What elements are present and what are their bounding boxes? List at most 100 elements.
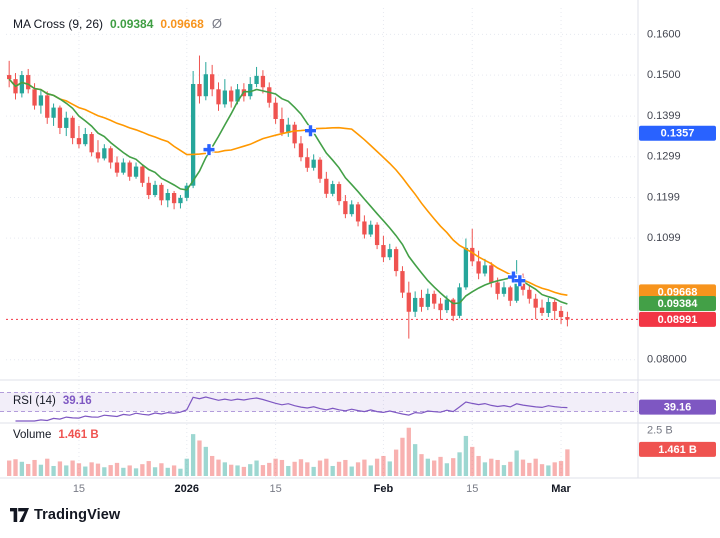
candle-body <box>216 89 221 105</box>
candle-body <box>83 134 88 145</box>
candle-body <box>349 204 354 215</box>
candle-body <box>57 107 63 128</box>
price-axis-label[interactable]: 0.1099 <box>647 232 681 244</box>
candle-body <box>419 297 424 307</box>
volume-badge <box>639 441 716 457</box>
volume-bar <box>260 465 266 476</box>
candle-body <box>470 247 475 262</box>
volume-bar <box>368 465 373 476</box>
candle-body <box>406 292 411 312</box>
volume-bar <box>565 449 570 476</box>
time-axis-label[interactable]: 15 <box>269 483 281 495</box>
volume-bar <box>552 462 557 476</box>
candle-body <box>121 162 126 173</box>
candle-body <box>229 90 234 102</box>
time-axis-label[interactable]: 15 <box>466 483 478 495</box>
candle-body <box>298 143 304 158</box>
price-axis-label[interactable]: 0.1500 <box>647 69 681 81</box>
rsi-legend[interactable]: RSI (14) 39.16 <box>13 395 92 408</box>
price-badge <box>639 284 716 300</box>
candle-body <box>508 287 513 301</box>
candle-body <box>210 74 215 90</box>
candle-body <box>260 75 266 88</box>
volume-bar <box>311 466 316 476</box>
rsi-title: RSI (14) <box>13 395 56 407</box>
candle-body <box>317 159 323 179</box>
candle-body <box>533 298 538 308</box>
volume-bar <box>305 462 310 476</box>
candle-body <box>381 245 386 258</box>
volume-bar <box>343 459 348 476</box>
volume-bar <box>108 465 113 476</box>
price-axis-label[interactable]: 0.08000 <box>647 354 687 366</box>
volume-bar <box>292 461 297 476</box>
candle-body <box>501 287 507 294</box>
volume-bar <box>419 454 424 476</box>
candle-body <box>362 221 367 235</box>
volume-bar <box>470 446 475 476</box>
volume-bar <box>146 461 151 476</box>
candle-body <box>286 124 291 133</box>
candle-body <box>64 117 69 128</box>
price-badge <box>639 311 716 327</box>
ma-cross-marker <box>514 275 526 287</box>
volume-legend[interactable]: Volume 1.461 B <box>13 429 99 442</box>
time-axis-label[interactable]: 15 <box>73 483 85 495</box>
tradingview-logo[interactable]: TradingView <box>10 507 120 523</box>
candle-body <box>133 166 139 177</box>
candle-body <box>70 117 75 139</box>
candle-body <box>387 249 392 258</box>
candle-body <box>165 193 170 201</box>
volume-bar <box>432 460 437 476</box>
candle-body <box>343 201 348 215</box>
volume-bar <box>178 468 183 476</box>
volume-bar <box>393 449 399 476</box>
volume-bar <box>45 458 50 476</box>
volume-bar <box>527 462 532 476</box>
candle-body <box>292 124 297 144</box>
ma-cross-marker <box>304 125 316 137</box>
candle-body <box>203 74 208 97</box>
time-axis-label[interactable]: Mar <box>551 483 571 495</box>
volume-bar <box>298 459 304 476</box>
candle-body <box>254 75 259 85</box>
candle-body <box>558 310 564 318</box>
rsi-value: 39.16 <box>62 395 92 407</box>
volume-badge-text: 1.461 B <box>658 444 697 456</box>
time-axis-label[interactable]: Feb <box>374 483 394 495</box>
time-axis-label[interactable]: 2026 <box>175 483 199 495</box>
candle-body <box>463 247 469 288</box>
volume-bar <box>387 461 392 476</box>
volume-bar <box>26 463 31 476</box>
volume-bar <box>121 467 126 476</box>
indicator-visibility-icon[interactable]: Ø <box>211 16 222 31</box>
volume-bar <box>279 459 285 476</box>
price-axis-label[interactable]: 0.1399 <box>647 110 681 122</box>
volume-bar <box>463 435 469 476</box>
candle-body <box>400 271 405 293</box>
candle-body <box>184 185 189 198</box>
volume-bar <box>501 465 507 476</box>
indicator-legend[interactable]: MA Cross (9, 26) 0.09384 0.09668 Ø <box>13 17 222 30</box>
rsi-line <box>15 396 568 422</box>
rsi-band <box>0 392 638 412</box>
volume-bar <box>133 468 139 476</box>
candle-body <box>438 303 443 311</box>
volume-bar <box>203 446 208 476</box>
volume-bar <box>324 458 329 476</box>
price-badge-text: 0.09668 <box>658 286 698 298</box>
price-axis-label[interactable]: 0.1199 <box>647 191 680 203</box>
volume-bar <box>533 458 538 476</box>
candle-body <box>38 95 44 106</box>
price-badge-text: 0.09384 <box>658 298 699 310</box>
volume-bar <box>412 444 418 476</box>
volume-bar <box>102 467 107 476</box>
price-axis-label[interactable]: 0.1299 <box>647 151 681 163</box>
candle-body <box>222 90 228 105</box>
volume-axis-label[interactable]: 2.5 B <box>647 424 673 436</box>
volume-bar <box>32 459 37 476</box>
candle-body <box>19 75 25 94</box>
volume-bar <box>171 465 177 476</box>
price-axis-label[interactable]: 0.1600 <box>647 28 681 40</box>
